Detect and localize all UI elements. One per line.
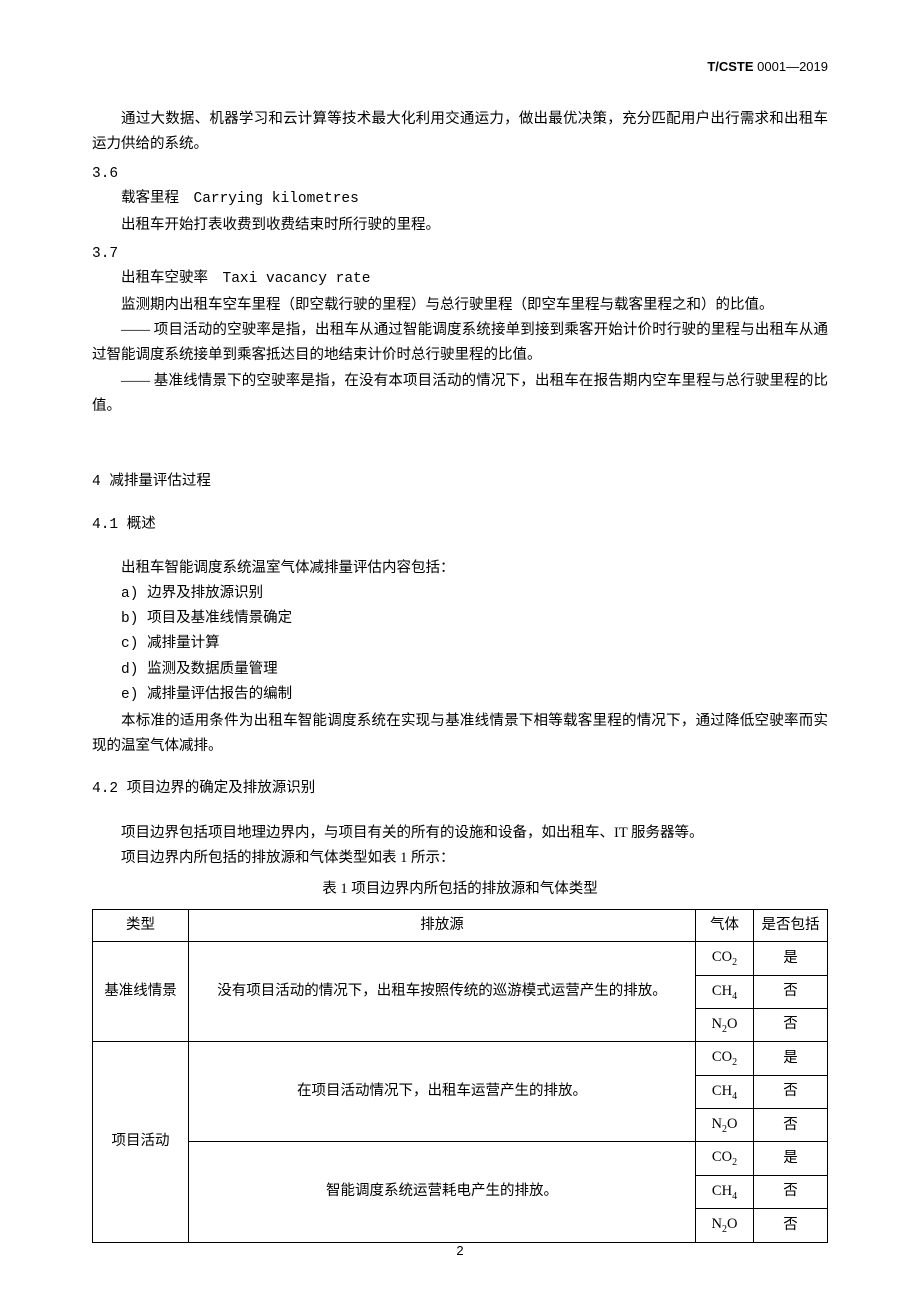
table-header-row: 类型 排放源 气体 是否包括 [93,909,828,941]
page-container: T/CSTE 0001—2019 通过大数据、机器学习和云计算等技术最大化利用交… [0,0,920,1301]
cell-included: 是 [754,1042,828,1075]
section-4-2-title: 4.2 项目边界的确定及排放源识别 [92,777,828,802]
cell-included: 是 [754,942,828,975]
cell-included: 否 [754,975,828,1008]
cell-gas: N2O [696,1209,754,1242]
section-4-1-title: 4.1 概述 [92,513,828,538]
cell-gas: N2O [696,1109,754,1142]
th-gas: 气体 [696,909,754,941]
cell-gas: CH4 [696,1175,754,1208]
term-3-7-def2: —— 项目活动的空驶率是指，出租车从通过智能调度系统接单到接到乘客开始计价时行驶… [92,318,828,369]
cell-gas: CO2 [696,1042,754,1075]
sec41-tail: 本标准的适用条件为出租车智能调度系统在实现与基准线情景下相等载客里程的情况下，通… [92,709,828,760]
sec41-item-b: b) 项目及基准线情景确定 [92,607,828,632]
cell-source-baseline: 没有项目活动的情况下，出租车按照传统的巡游模式运营产生的排放。 [189,942,696,1042]
cell-source-project-2: 智能调度系统运营耗电产生的排放。 [189,1142,696,1242]
emissions-table: 类型 排放源 气体 是否包括 基准线情景 没有项目活动的情况下，出租车按照传统的… [92,909,828,1243]
table-row: 基准线情景 没有项目活动的情况下，出租车按照传统的巡游模式运营产生的排放。 CO… [93,942,828,975]
cell-gas: N2O [696,1008,754,1041]
doc-code-suffix: 0001—2019 [754,59,828,74]
cell-gas: CO2 [696,1142,754,1175]
section-4-title: 4 减排量评估过程 [92,470,828,495]
th-type: 类型 [93,909,189,941]
cell-included: 否 [754,1008,828,1041]
term-3-6-def: 出租车开始打表收费到收费结束时所行驶的里程。 [92,213,828,238]
sec42-p1: 项目边界包括项目地理边界内，与项目有关的所有的设施和设备，如出租车、IT 服务器… [92,821,828,846]
cell-source-project-1: 在项目活动情况下，出租车运营产生的排放。 [189,1042,696,1142]
cell-included: 否 [754,1109,828,1142]
th-included: 是否包括 [754,909,828,941]
cell-gas: CH4 [696,1075,754,1108]
term-3-7-def1: 监测期内出租车空车里程（即空载行驶的里程）与总行驶里程（即空车里程与载客里程之和… [92,293,828,318]
table-row: 项目活动 在项目活动情况下，出租车运营产生的排放。 CO2 是 [93,1042,828,1075]
sec41-item-d: d) 监测及数据质量管理 [92,658,828,683]
doc-code-prefix: T/CSTE [707,59,753,74]
term-3-6-title: 载客里程 Carrying kilometres [92,187,828,212]
term-3-6-num: 3.6 [92,162,828,187]
cell-gas: CH4 [696,975,754,1008]
page-number: 2 [0,1240,920,1263]
term-3-7-num: 3.7 [92,242,828,267]
table-row: 智能调度系统运营耗电产生的排放。 CO2 是 [93,1142,828,1175]
sec41-item-c: c) 减排量计算 [92,632,828,657]
sec41-item-e: e) 减排量评估报告的编制 [92,683,828,708]
sec41-item-a: a) 边界及排放源识别 [92,582,828,607]
cell-included: 否 [754,1209,828,1242]
sec41-lead: 出租车智能调度系统温室气体减排量评估内容包括： [92,556,828,581]
cell-gas: CO2 [696,942,754,975]
sec42-p2: 项目边界内所包括的排放源和气体类型如表 1 所示： [92,846,828,871]
doc-code: T/CSTE 0001—2019 [707,56,828,79]
cell-included: 否 [754,1175,828,1208]
cell-type-baseline: 基准线情景 [93,942,189,1042]
cell-included: 否 [754,1075,828,1108]
cell-type-project: 项目活动 [93,1042,189,1242]
cell-included: 是 [754,1142,828,1175]
table-1-title: 表 1 项目边界内所包括的排放源和气体类型 [92,877,828,902]
term-3-7-def3: —— 基准线情景下的空驶率是指，在没有本项目活动的情况下，出租车在报告期内空车里… [92,369,828,420]
term-3-7-title: 出租车空驶率 Taxi vacancy rate [92,267,828,292]
th-source: 排放源 [189,909,696,941]
intro-paragraph: 通过大数据、机器学习和云计算等技术最大化利用交通运力，做出最优决策，充分匹配用户… [92,107,828,158]
